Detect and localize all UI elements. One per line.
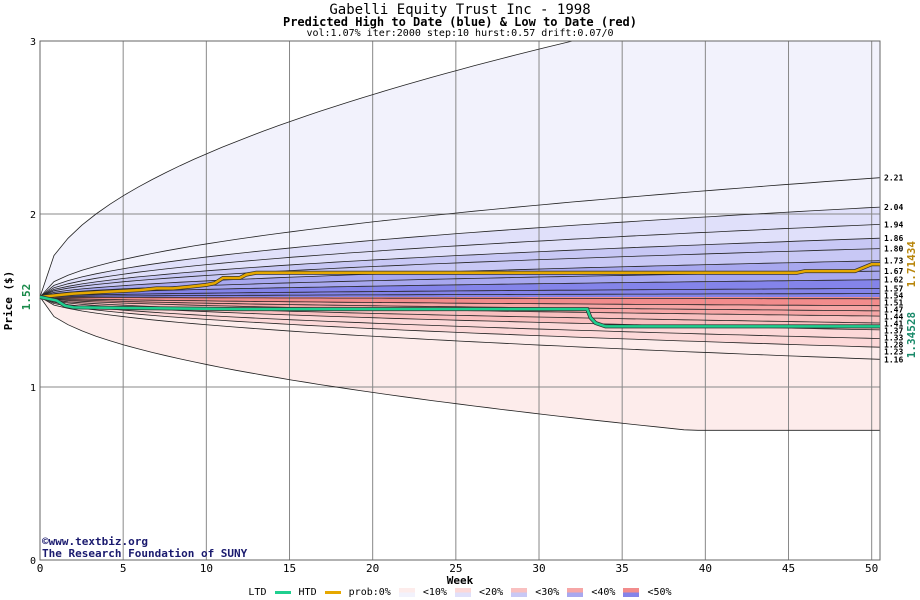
band-end-label: 1.62	[884, 276, 903, 285]
band-end-label: 1.41	[884, 319, 903, 328]
chart-legend: LTD HTD prob:0% <10% <20% <30% <40% <50%	[0, 587, 920, 599]
upper-band-area-6	[40, 260, 880, 297]
x-tick-label: 40	[699, 562, 712, 575]
legend-50-label: <50%	[647, 587, 672, 598]
x-tick-label: 0	[37, 562, 44, 575]
band-end-label: 1.86	[884, 234, 903, 243]
band-end-label: 1.94	[884, 220, 903, 229]
lower-band-area-5	[40, 297, 880, 330]
x-tick-label: 15	[283, 562, 296, 575]
copyright-icon: ©	[42, 535, 49, 548]
band-boundary-line	[39, 293, 880, 298]
htd-series-line	[39, 262, 880, 299]
legend-swatch-50	[623, 588, 640, 597]
legend-ltd-line	[274, 591, 291, 594]
ltd-series-line	[39, 295, 880, 328]
band-boundary-line	[39, 224, 881, 298]
band-end-label: 1.67	[884, 267, 903, 276]
lower-band-area-4	[40, 297, 880, 323]
band-boundary-line	[39, 296, 881, 339]
band-end-label: 1.73	[884, 257, 903, 266]
y-axis-title: Price ($)	[2, 271, 15, 331]
legend-swatch-10	[398, 588, 415, 597]
band-boundary-line	[39, 296, 880, 431]
band-end-label: 1.33	[884, 333, 903, 342]
band-end-label: 1.80	[884, 245, 903, 254]
band-end-label: 1.28	[884, 340, 903, 349]
legend-swatch-40	[567, 588, 584, 597]
credit-url-text: www.textbiz.org	[48, 535, 148, 548]
start-price-label: 1.52	[20, 284, 33, 311]
legend-prob-label: prob:0%	[348, 587, 391, 598]
band-end-label: 1.54	[884, 291, 903, 300]
upper-band-area-5	[40, 248, 880, 297]
upper-band-area-0	[40, 41, 880, 297]
x-tick-label: 45	[782, 562, 795, 575]
y-tick-label: 3	[30, 37, 36, 48]
band-boundary-line	[39, 279, 881, 298]
legend-ltd-label: LTD	[248, 587, 267, 598]
legend-htd-line	[324, 591, 341, 594]
upper-band-area-3	[40, 224, 880, 297]
x-tick-label: 35	[616, 562, 629, 575]
band-boundary-line	[39, 248, 881, 298]
ltd-final-value: 1.34528	[905, 312, 918, 358]
upper-band-area-1	[40, 177, 880, 297]
lower-band-area-8	[40, 297, 880, 360]
upper-band-area-4	[40, 238, 880, 297]
band-end-label: 1.44	[884, 312, 903, 321]
x-tick-label: 10	[200, 562, 213, 575]
legend-htd-label: HTD	[298, 587, 317, 598]
x-tick-label: 30	[532, 562, 545, 575]
upper-band-area-9	[40, 288, 880, 297]
credit-organization: The Research Foundation of SUNY	[42, 547, 248, 560]
x-tick-label: 25	[449, 562, 462, 575]
lower-band-area-9	[40, 297, 880, 431]
chart-subtitle: Predicted High to Date (blue) & Low to D…	[282, 15, 637, 29]
legend-40-label: <40%	[591, 587, 616, 598]
band-end-label: 1.47	[884, 305, 903, 314]
band-boundary-line	[39, 296, 881, 307]
band-end-label: 1.57	[884, 284, 903, 293]
band-boundary-line	[39, 237, 881, 298]
plot-frame	[39, 40, 881, 561]
legend-10-label: <10%	[422, 587, 447, 598]
band-end-label: 1.51	[884, 298, 903, 307]
legend-20-label: <20%	[479, 587, 504, 598]
band-boundary-line	[39, 296, 881, 348]
chart-parameters: vol:1.07% iter:2000 step:10 hurst:0.57 d…	[306, 28, 614, 39]
band-boundary-line	[39, 296, 881, 312]
y-tick-label: 0	[30, 556, 36, 567]
legend-swatch-20	[455, 588, 471, 597]
htd-final-value: 1.71434	[905, 241, 918, 288]
chart-title: Gabelli Equity Trust Inc - 1998	[329, 2, 591, 18]
lower-band-area-2	[40, 297, 880, 311]
band-boundary-line	[39, 206, 881, 298]
band-boundary-line	[39, 177, 881, 298]
band-end-label: 2.21	[884, 174, 903, 183]
band-end-label: 1.37	[884, 326, 903, 335]
y-tick-label: 1	[30, 383, 36, 394]
upper-band-area-2	[40, 207, 880, 297]
band-end-label: 1.23	[884, 347, 903, 356]
credit-url[interactable]: ©www.textbiz.org	[42, 535, 148, 548]
legend-30-label: <30%	[535, 587, 560, 598]
y-tick-label: 2	[30, 210, 36, 221]
band-end-label: 2.04	[884, 203, 903, 212]
band-boundary-line	[39, 288, 881, 298]
band-boundary-line	[39, 296, 880, 300]
legend-swatch-30	[511, 588, 528, 597]
x-tick-label: 5	[120, 562, 127, 575]
band-end-label: 1.16	[884, 355, 903, 364]
upper-band-area-10	[40, 293, 880, 297]
lower-band-area-1	[40, 297, 880, 306]
upper-band-area-7	[40, 271, 880, 297]
band-boundary-line	[39, 296, 881, 360]
lower-band-area-3	[40, 297, 880, 317]
lower-band-area-7	[40, 297, 880, 348]
x-tick-label: 50	[865, 562, 878, 575]
x-axis-title: Week	[447, 574, 474, 587]
x-tick-label: 20	[366, 562, 379, 575]
